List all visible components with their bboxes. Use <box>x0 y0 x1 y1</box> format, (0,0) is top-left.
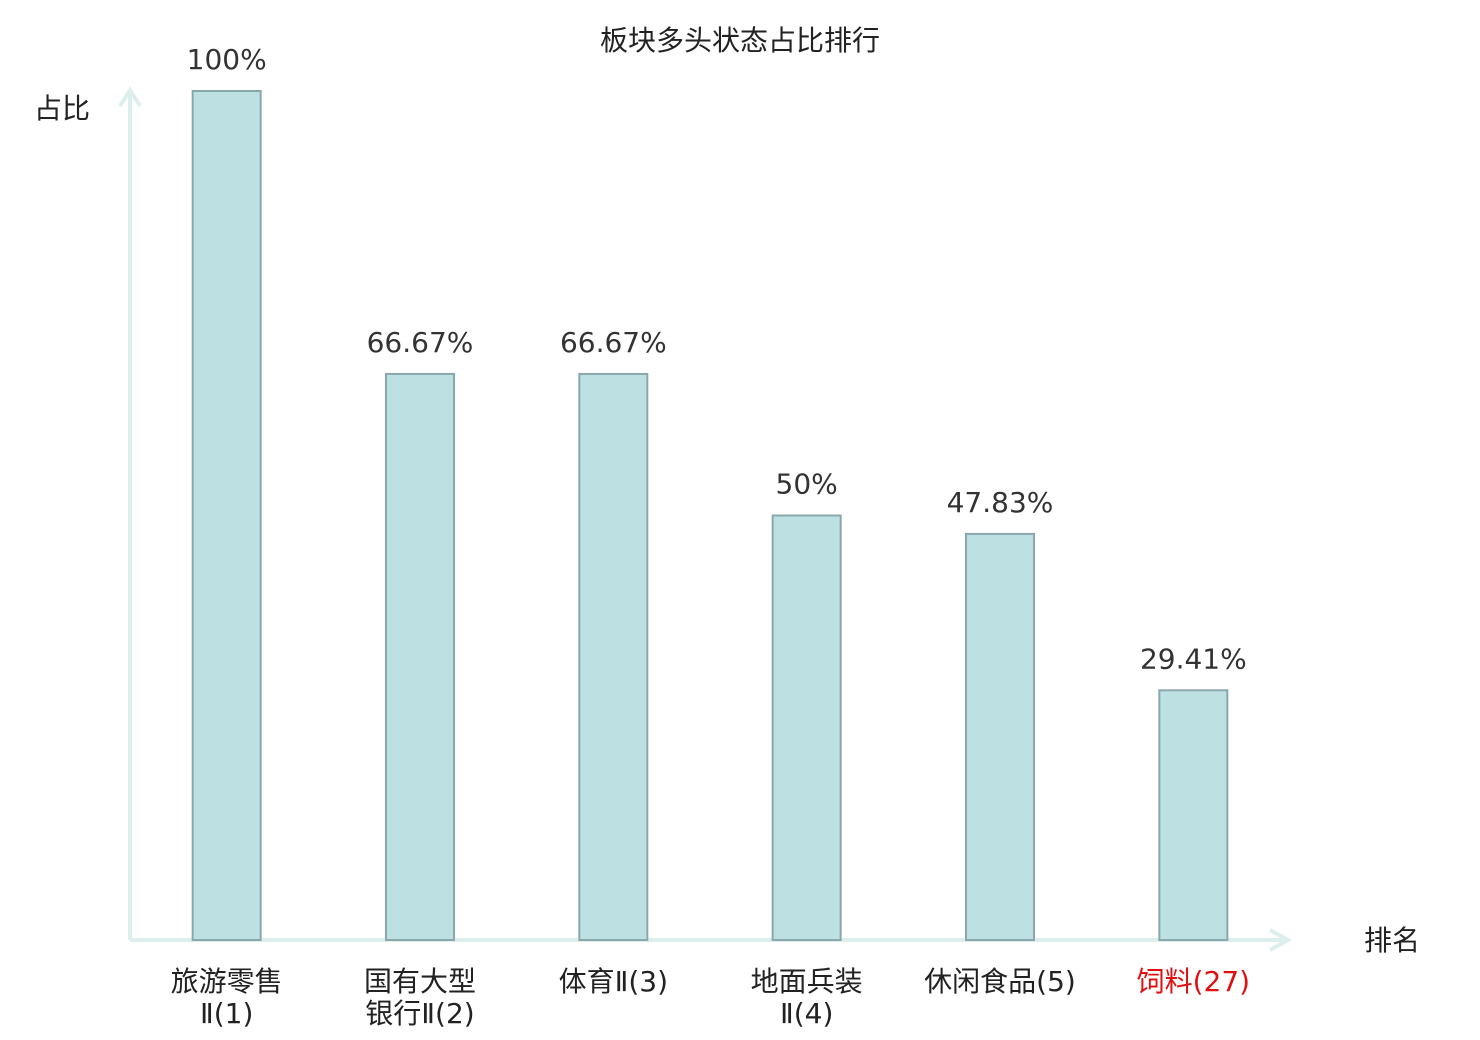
x-tick-label: 体育Ⅱ(3) <box>559 965 668 998</box>
x-tick-label: 地面兵装 <box>751 965 863 998</box>
value-label: 100% <box>187 43 267 76</box>
bar <box>965 532 1035 941</box>
x-axis-label: 排名 <box>1364 924 1420 957</box>
x-tick-label: Ⅱ(1) <box>200 997 253 1030</box>
bar <box>191 90 262 941</box>
value-label: 66.67% <box>560 326 667 359</box>
x-tick-label: 旅游零售 <box>171 965 283 998</box>
bar <box>771 514 842 941</box>
x-tick-label: Ⅱ(4) <box>780 997 833 1030</box>
x-tick-label: 国有大型 <box>364 965 476 998</box>
y-axis-label: 占比 <box>34 92 90 125</box>
bar <box>385 372 455 942</box>
value-label: 66.67% <box>367 326 474 359</box>
axes <box>118 86 1293 952</box>
x-arrow <box>1269 928 1293 952</box>
x-tick-label: 休闲食品(5) <box>924 965 1076 998</box>
value-label: 29.41% <box>1140 642 1247 675</box>
value-label: 50% <box>776 468 838 501</box>
y-arrow <box>118 86 142 108</box>
value-label: 47.83% <box>947 486 1054 519</box>
bar <box>1158 689 1229 941</box>
x-tick-label: 饲料(27) <box>1137 965 1250 998</box>
bar <box>578 372 649 942</box>
x-tick-label: 银行Ⅱ(2) <box>365 997 474 1030</box>
chart-title: 板块多头状态占比排行 <box>600 24 880 57</box>
